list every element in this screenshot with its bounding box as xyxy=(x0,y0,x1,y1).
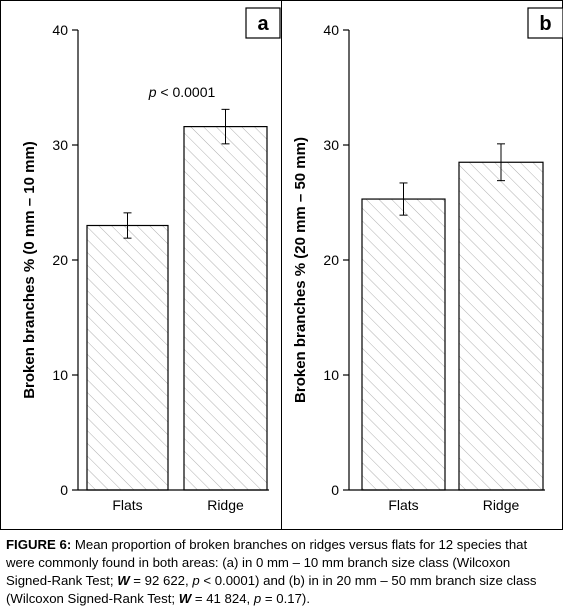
y-axis-label-b: Broken branches % (20 mm – 50 mm) xyxy=(292,137,309,403)
caption-p-symbol-2: p xyxy=(253,591,262,606)
panel-letter-b: b xyxy=(539,13,551,35)
y-tick-label-a-30: 30 xyxy=(52,137,68,153)
caption-text-2: = 92 622, xyxy=(129,573,193,588)
caption-label: FIGURE 6: xyxy=(6,537,72,552)
panel-letter-a: a xyxy=(257,13,269,35)
y-axis-label-a: Broken branches % (0 mm – 10 mm) xyxy=(21,141,38,399)
error-bar-a-ridge xyxy=(221,108,230,145)
significance-p-symbol: p xyxy=(148,84,157,100)
y-tick-label-a-10: 10 xyxy=(52,367,68,383)
chart-panel-b: Flats Ridge 0 10 20 30 40 Broken branches % (20… xyxy=(292,7,563,513)
significance-value: < 0.0001 xyxy=(157,84,216,100)
caption-w-symbol-2: W xyxy=(178,591,192,606)
y-tick-label-b-10: 10 xyxy=(323,367,339,383)
bar-b-flats xyxy=(361,198,446,491)
caption-text-1: Mean proportion of broken branches on ri… xyxy=(6,537,528,588)
caption-p-symbol: p xyxy=(192,573,200,588)
caption-w-symbol: W xyxy=(117,573,130,588)
chart-panel-a: Flats Ridge 0 10 20 30 40 Broken branches % (0 … xyxy=(21,7,281,513)
y-tick-label-a-40: 40 xyxy=(52,22,68,38)
error-bar-b-flats xyxy=(399,182,408,216)
y-tick-label-b-20: 20 xyxy=(323,252,339,268)
bar-a-ridge xyxy=(183,125,268,491)
category-label-a-ridge: Ridge xyxy=(207,497,244,513)
bar-b-ridge xyxy=(458,161,544,491)
category-label-b-flats: Flats xyxy=(388,497,418,513)
figure-caption: FIGURE 6: Mean proportion of broken bran… xyxy=(6,536,558,608)
significance-annotation-a: p < 0.0001 xyxy=(148,84,216,100)
y-tick-label-b-0: 0 xyxy=(331,482,339,498)
y-tick-label-a-0: 0 xyxy=(60,482,68,498)
category-label-a-flats: Flats xyxy=(112,497,142,513)
error-bar-a-flats xyxy=(123,212,132,239)
panel-divider xyxy=(281,0,282,530)
bar-a-flats xyxy=(86,224,169,491)
caption-text-4: = 41 824, xyxy=(191,591,254,606)
y-tick-label-a-20: 20 xyxy=(52,252,68,268)
panel-letter-box-b xyxy=(527,7,563,39)
caption-text-3: < 0.0001) and (b) in in 20 mm – 50 mm br… xyxy=(6,573,537,606)
y-tick-label-b-30: 30 xyxy=(323,137,339,153)
caption-text-5: = 0.17). xyxy=(261,591,310,606)
category-label-b-ridge: Ridge xyxy=(483,497,520,513)
panel-letter-box-a xyxy=(245,7,281,39)
error-bar-b-ridge xyxy=(497,143,505,182)
y-tick-label-b-40: 40 xyxy=(323,22,339,38)
